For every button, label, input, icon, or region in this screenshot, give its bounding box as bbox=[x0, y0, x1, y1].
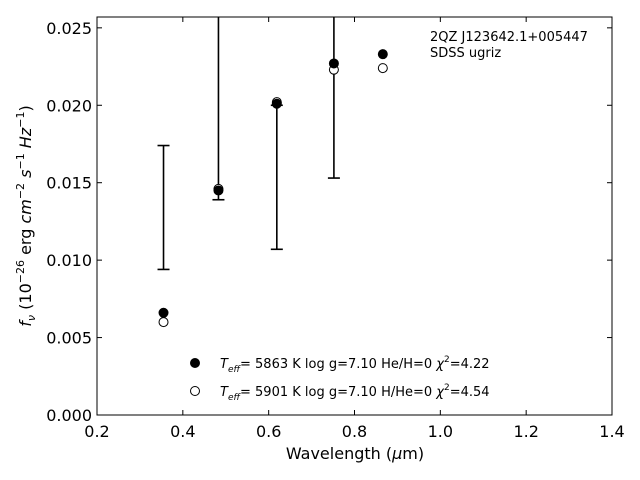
data-point-filled bbox=[158, 307, 169, 318]
x-tick-label: 1.4 bbox=[599, 422, 624, 441]
plot-background bbox=[97, 17, 612, 415]
y-tick-label: 0.005 bbox=[46, 329, 92, 348]
annotation-survey: SDSS ugriz bbox=[430, 46, 501, 61]
x-tick-label: 1.2 bbox=[513, 422, 538, 441]
data-point-filled bbox=[377, 49, 388, 60]
y-tick-label: 0.000 bbox=[46, 406, 92, 425]
y-axis-title: fν (10−26 erg cm−2 s−1 Hz−1) bbox=[14, 105, 38, 326]
observed-error-bars bbox=[157, 17, 340, 271]
data-point-filled bbox=[271, 98, 282, 109]
legend: Teff= 5863 K log g=7.10 He/H=0 χ2=4.22 T… bbox=[190, 355, 490, 403]
y-tick-label: 0.020 bbox=[46, 96, 92, 115]
data-point-open bbox=[158, 317, 169, 328]
model-markers bbox=[158, 49, 388, 328]
y-tick-label: 0.015 bbox=[46, 174, 92, 193]
x-tick-label: 0.2 bbox=[84, 422, 109, 441]
data-point-filled bbox=[328, 58, 339, 69]
legend-label-2: Teff= 5901 K log g=7.10 H/He=0 χ2=4.54 bbox=[220, 383, 490, 403]
y-tick-label: 0.025 bbox=[46, 19, 92, 38]
legend-marker-filled bbox=[190, 358, 200, 368]
legend-marker-open bbox=[190, 386, 200, 396]
x-axis-ticks: 0.2 0.4 0.6 0.8 1.0 1.2 1.4 bbox=[84, 17, 625, 441]
y-tick-label: 0.010 bbox=[46, 251, 92, 270]
x-tick-label: 1.0 bbox=[428, 422, 453, 441]
data-point-open bbox=[377, 63, 388, 74]
annotation-object: 2QZ J123642.1+005447 bbox=[430, 30, 588, 45]
y-axis-ticks: 0.000 0.005 0.010 0.015 0.020 0.025 bbox=[46, 19, 612, 425]
x-tick-label: 0.8 bbox=[342, 422, 367, 441]
x-axis-title: Wavelength (μm) bbox=[286, 444, 424, 463]
x-tick-label: 0.6 bbox=[256, 422, 281, 441]
legend-label-1: Teff= 5863 K log g=7.10 He/H=0 χ2=4.22 bbox=[220, 355, 490, 375]
x-tick-label: 0.4 bbox=[170, 422, 195, 441]
data-point-filled bbox=[213, 185, 224, 196]
